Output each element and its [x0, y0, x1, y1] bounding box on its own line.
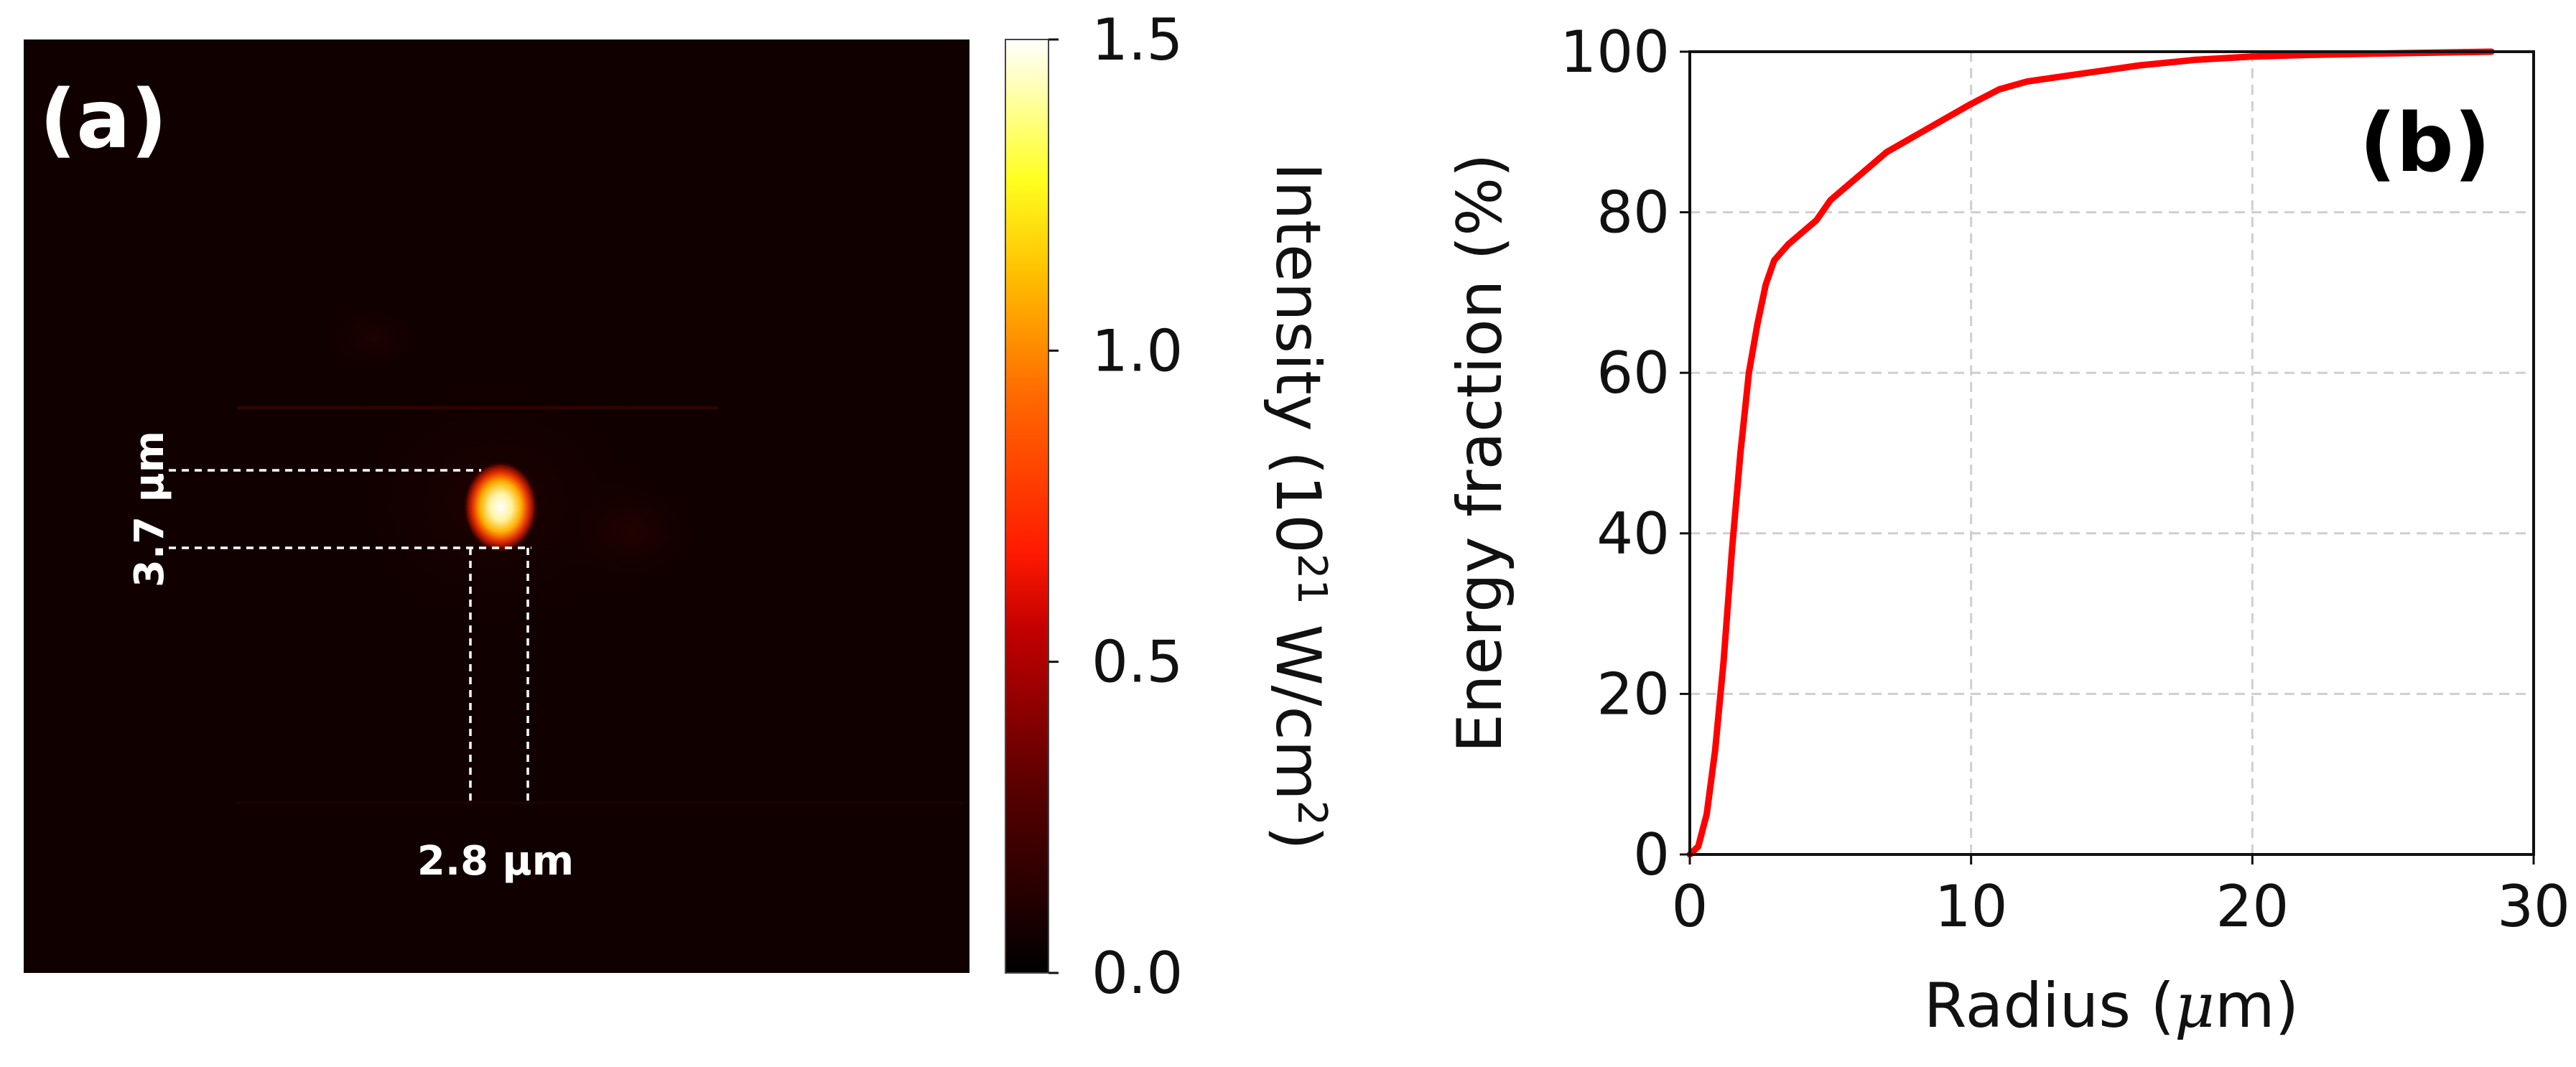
spot-height-label: 3.7 μm [126, 431, 173, 587]
y-tick-label: 0 [1633, 821, 1670, 888]
heatmap-panel: 3.7 μm 2.8 μm (a) [24, 39, 970, 973]
y-axis-label: Energy fraction (%) [1444, 154, 1516, 753]
plot-area [1690, 52, 2534, 854]
colorbar-gradient [1005, 39, 1049, 974]
y-tick-label: 60 [1596, 340, 1670, 406]
colorbar-tick-label: 0.0 [1092, 940, 1183, 1007]
colorbar-tick-label: 0.5 [1092, 629, 1183, 696]
panel-b-label: (b) [2359, 97, 2491, 190]
x-axis-label: Radius (μm) [1924, 970, 2299, 1042]
plot-frame [1688, 50, 2535, 856]
y-axis-ticks: 0 20 40 60 80 100 [1560, 19, 1690, 888]
spot-dimension-lines [169, 469, 531, 803]
y-tick-label: 40 [1596, 500, 1670, 567]
spot-width-label: 2.8 μm [417, 838, 574, 885]
heatmap-halo [553, 467, 711, 596]
y-tick-label: 20 [1596, 661, 1670, 727]
energy-fraction-line [1686, 48, 2495, 858]
line-chart-panel: 0 10 20 30 0 20 40 60 80 100 Radius (μm) Energy … [1444, 19, 2570, 1042]
x-tick-label: 10 [1935, 873, 2008, 940]
x-axis-ticks: 0 10 20 30 [1672, 854, 2570, 940]
colorbar: 0.0 0.5 1.0 1.5 Intensity (1021 W/cm2) [1005, 6, 1335, 1007]
x-tick-label: 20 [2215, 873, 2289, 940]
colorbar-tick-label: 1.5 [1092, 6, 1183, 73]
colorbar-ticks: 0.0 0.5 1.0 1.5 [1048, 6, 1183, 1007]
y-tick-label: 100 [1560, 19, 1670, 85]
x-tick-label: 0 [1672, 873, 1708, 940]
heatmap-halo [309, 294, 438, 381]
hot-spot [463, 461, 538, 553]
colorbar-label: Intensity (1021 W/cm2) [1262, 162, 1335, 850]
panel-a-label: (a) [39, 73, 167, 167]
x-tick-label: 30 [2497, 873, 2570, 940]
colorbar-tick-label: 1.0 [1092, 317, 1183, 384]
y-tick-label: 80 [1596, 180, 1670, 246]
